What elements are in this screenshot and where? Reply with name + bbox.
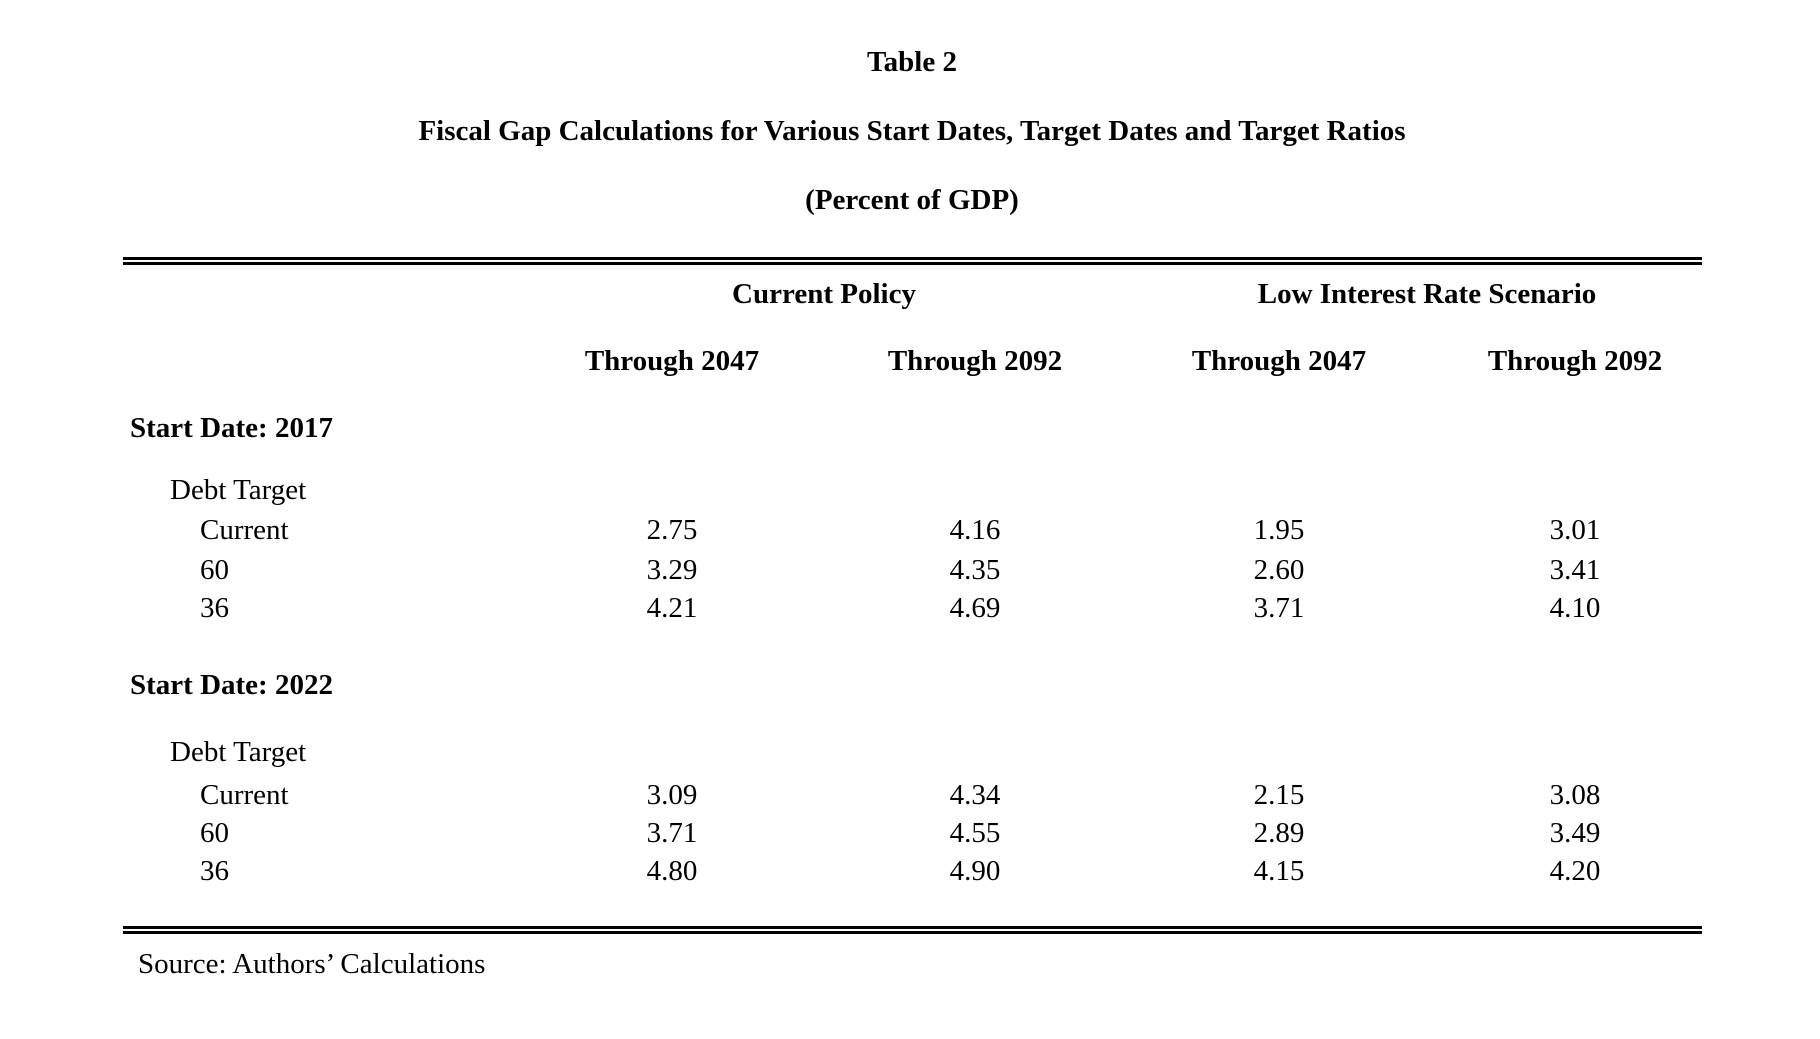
cell-value: 2.89 bbox=[1253, 817, 1305, 849]
row-label-current-2017: Current bbox=[200, 514, 289, 546]
column-header-cp-2092: Through 2092 bbox=[887, 345, 1063, 377]
section-header-2017: Start Date: 2017 bbox=[130, 412, 333, 444]
column-header-cp-2047: Through 2047 bbox=[584, 345, 760, 377]
cell-value: 3.09 bbox=[646, 779, 698, 811]
cell-value: 2.60 bbox=[1253, 554, 1305, 586]
cell-value: 2.15 bbox=[1253, 779, 1305, 811]
column-header-lir-2092: Through 2092 bbox=[1487, 345, 1663, 377]
row-label-current-2022: Current bbox=[200, 779, 289, 811]
cell-value: 3.41 bbox=[1549, 554, 1601, 586]
cell-value: 3.29 bbox=[646, 554, 698, 586]
column-header-lir-2047: Through 2047 bbox=[1191, 345, 1367, 377]
cell-value: 3.01 bbox=[1549, 514, 1601, 546]
table-bottom-rule bbox=[123, 926, 1702, 934]
table-title: Fiscal Gap Calculations for Various Star… bbox=[418, 115, 1406, 147]
cell-value: 4.80 bbox=[646, 855, 698, 887]
row-label-60-2017: 60 bbox=[200, 554, 229, 586]
source-note: Source: Authors’ Calculations bbox=[138, 948, 486, 980]
cell-value: 3.08 bbox=[1549, 779, 1601, 811]
cell-value: 3.49 bbox=[1549, 817, 1601, 849]
cell-value: 4.69 bbox=[949, 592, 1001, 624]
section-header-2022: Start Date: 2022 bbox=[130, 669, 333, 701]
group-header-low-interest: Low Interest Rate Scenario bbox=[1257, 278, 1597, 310]
group-header-current-policy: Current Policy bbox=[732, 278, 916, 310]
cell-value: 4.90 bbox=[949, 855, 1001, 887]
cell-value: 4.55 bbox=[949, 817, 1001, 849]
row-label-60-2022: 60 bbox=[200, 817, 229, 849]
table-subtitle: (Percent of GDP) bbox=[805, 184, 1019, 216]
cell-value: 3.71 bbox=[646, 817, 698, 849]
cell-value: 3.71 bbox=[1253, 592, 1305, 624]
row-label-36-2022: 36 bbox=[200, 855, 229, 887]
table-top-rule bbox=[123, 257, 1702, 265]
cell-value: 4.34 bbox=[949, 779, 1001, 811]
row-label-36-2017: 36 bbox=[200, 592, 229, 624]
cell-value: 4.35 bbox=[949, 554, 1001, 586]
subheading-debt-target-2017: Debt Target bbox=[170, 474, 307, 506]
cell-value: 4.21 bbox=[646, 592, 698, 624]
cell-value: 1.95 bbox=[1253, 514, 1305, 546]
subheading-debt-target-2022: Debt Target bbox=[170, 736, 307, 768]
cell-value: 4.20 bbox=[1549, 855, 1601, 887]
cell-value: 4.16 bbox=[949, 514, 1001, 546]
cell-value: 2.75 bbox=[646, 514, 698, 546]
table-number: Table 2 bbox=[867, 46, 957, 78]
cell-value: 4.10 bbox=[1549, 592, 1601, 624]
cell-value: 4.15 bbox=[1253, 855, 1305, 887]
